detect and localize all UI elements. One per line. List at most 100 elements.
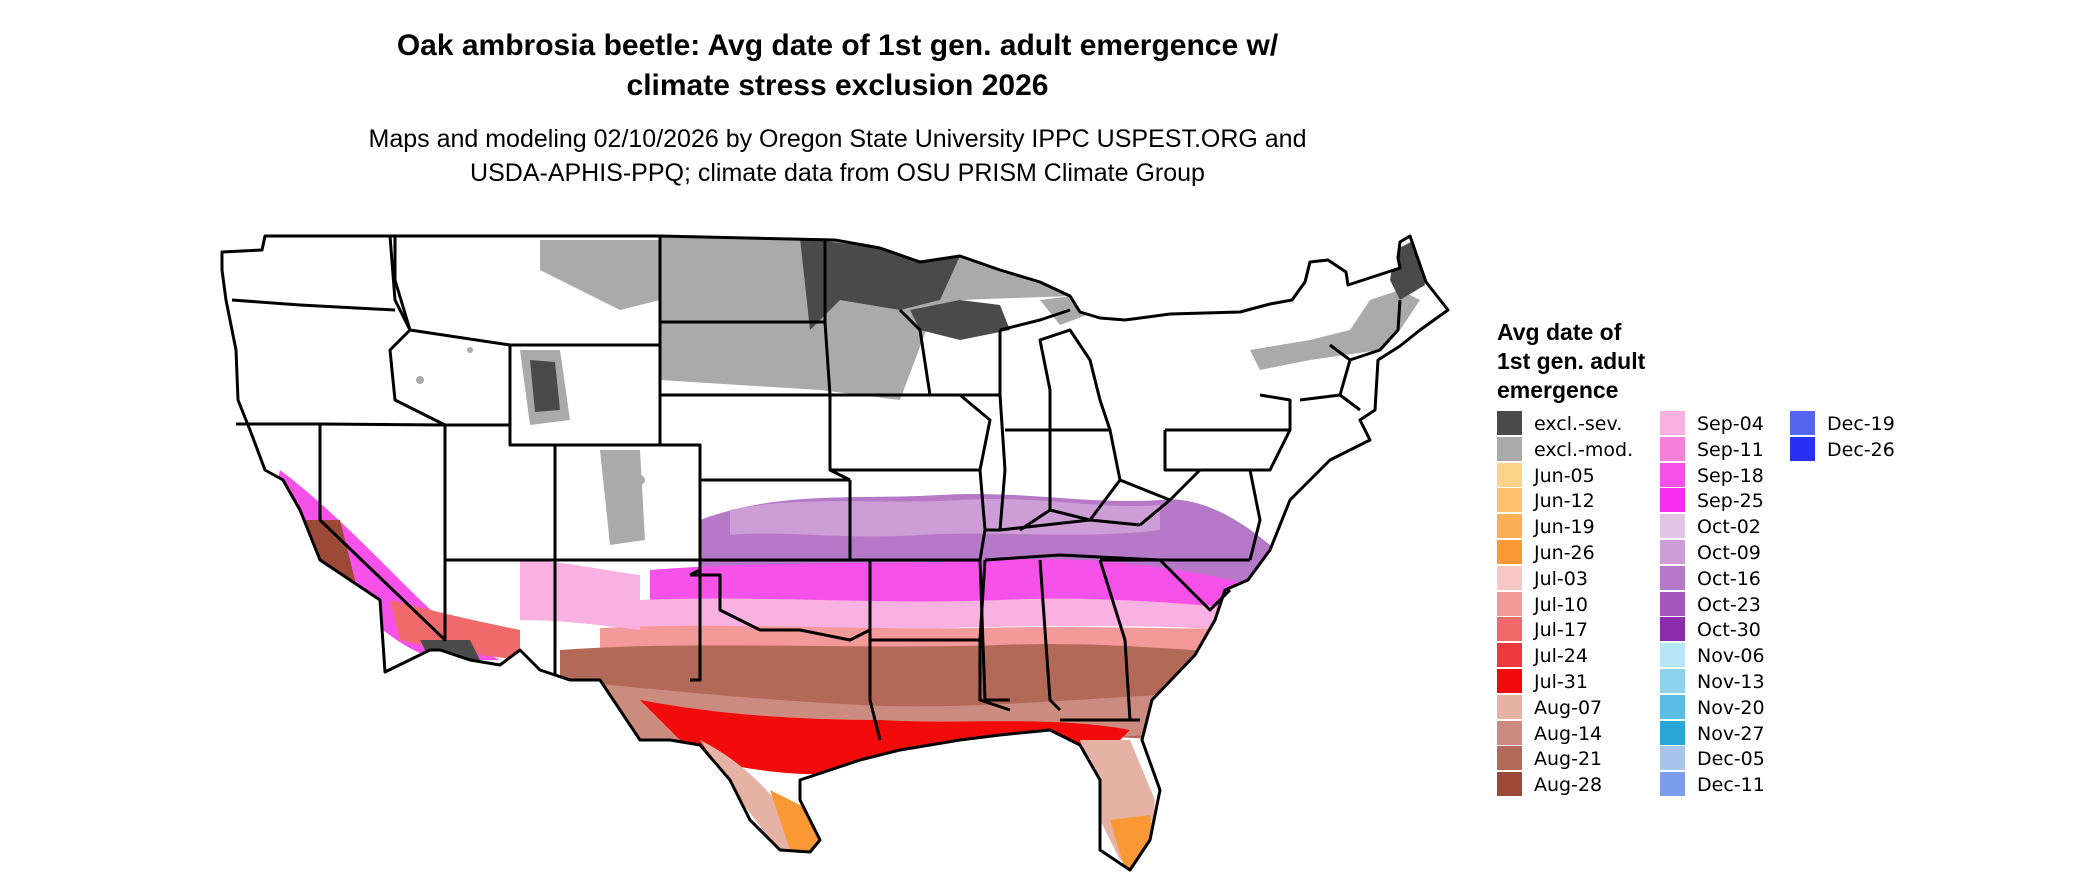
legend-label: Jun-19 — [1534, 516, 1595, 539]
border-mn — [823, 240, 932, 397]
map-subtitle: Maps and modeling 02/10/2026 by Oregon S… — [300, 122, 1375, 190]
excl-wisconsin — [910, 300, 1010, 340]
legend-label: Dec-05 — [1697, 748, 1765, 771]
legend-label: Oct-02 — [1697, 516, 1761, 539]
legend-label: Jul-24 — [1534, 645, 1588, 668]
border-nd-sd-ne-ks-ok — [658, 236, 852, 577]
legend-label: Jun-12 — [1534, 490, 1595, 513]
excl-minnesota — [800, 238, 960, 330]
legend-label: Aug-07 — [1534, 696, 1603, 719]
legend-label: Nov-13 — [1697, 671, 1765, 693]
legend-label: Oct-23 — [1697, 593, 1761, 616]
legend-swatch — [1790, 436, 1815, 461]
legend-label: Oct-16 — [1697, 567, 1761, 590]
legend-swatch — [1660, 746, 1685, 771]
legend-swatch — [1497, 643, 1522, 668]
legend-swatch — [1497, 720, 1522, 745]
map-title: Oak ambrosia beetle: Avg date of 1st gen… — [300, 26, 1375, 106]
legend-swatch — [1660, 488, 1685, 513]
border-nm-tx — [690, 560, 702, 682]
legend-swatch — [1497, 436, 1522, 461]
legend-swatch — [1497, 462, 1522, 487]
band-west-south — [275, 470, 500, 660]
legend-label: Jun-05 — [1534, 464, 1595, 487]
legend-label: Nov-27 — [1697, 722, 1765, 745]
legend-label: Sep-18 — [1697, 464, 1764, 487]
legend-swatch — [1660, 591, 1685, 616]
legend-swatch — [1660, 720, 1685, 745]
legend-swatch — [1497, 669, 1522, 693]
legend-label: Oct-09 — [1697, 542, 1761, 564]
band-jun-texas — [770, 790, 825, 852]
legend-swatch — [1660, 617, 1685, 642]
legend-swatch — [1660, 694, 1685, 719]
border-la — [868, 640, 1011, 741]
legend-swatch — [1497, 591, 1522, 616]
legend-swatch — [1660, 436, 1685, 461]
us-outline — [220, 234, 1450, 872]
legend-swatch — [1497, 488, 1522, 513]
legend-label: Nov-20 — [1697, 696, 1765, 719]
border-nm — [553, 560, 571, 682]
excl-wyoming-dark — [530, 360, 560, 412]
excl-montana-west — [540, 240, 660, 310]
legend-label: Aug-14 — [1534, 722, 1603, 745]
legend-swatch — [1497, 565, 1522, 590]
legend-swatch — [1497, 411, 1522, 435]
excl-colorado — [600, 450, 645, 545]
border-mi — [999, 308, 1112, 431]
legend-label: Aug-21 — [1534, 748, 1603, 771]
border-pa-ny — [1163, 393, 1292, 472]
border-mt — [393, 236, 660, 347]
map-title-line1: Oak ambrosia beetle: Avg date of 1st gen… — [396, 29, 1279, 62]
border-ok-tx — [690, 560, 872, 642]
legend-label: Jul-17 — [1534, 619, 1588, 642]
legend-label: Dec-11 — [1697, 774, 1765, 797]
excl-spot — [467, 347, 473, 353]
legend-label: Sep-11 — [1697, 438, 1764, 461]
band-nmex-pink — [520, 560, 640, 630]
legend-label: Sep-04 — [1697, 413, 1764, 435]
excl-spot — [416, 376, 424, 384]
band-oct-light — [730, 498, 1160, 537]
us-map — [220, 234, 1450, 872]
legend-label: Dec-26 — [1827, 438, 1895, 461]
legend-label: Sep-25 — [1697, 490, 1764, 513]
legend-title: Avg date of 1st gen. adult emergence — [1497, 318, 1737, 405]
map-subtitle-line2: USDA-APHIS-PPQ; climate data from OSU PR… — [470, 159, 1205, 187]
border-new-england — [1299, 299, 1402, 412]
legend-label: excl.-mod. — [1534, 438, 1634, 461]
legend-title-line1: Avg date of — [1497, 319, 1622, 345]
band-sep-light — [640, 598, 1260, 630]
legend-title-line2: 1st gen. adult — [1497, 348, 1646, 374]
legend-label: Jun-26 — [1534, 542, 1595, 564]
legend-label: Oct-30 — [1697, 619, 1761, 642]
legend-swatch — [1660, 411, 1685, 435]
legend-swatch — [1497, 514, 1522, 539]
legend-swatch — [1660, 462, 1685, 487]
cities-dots — [416, 347, 645, 485]
legend-swatch — [1497, 772, 1522, 797]
legend-label: excl.-sev. — [1534, 413, 1623, 435]
state-borders — [220, 234, 1450, 872]
excl-spot — [635, 475, 645, 485]
legend-swatch — [1497, 540, 1522, 564]
legend-swatch — [1660, 669, 1685, 693]
legend-swatch — [1790, 411, 1815, 435]
legend-title-line3: emergence — [1497, 377, 1619, 403]
map-subtitle-line1: Maps and modeling 02/10/2026 by Oregon S… — [368, 125, 1307, 153]
excl-north-plains — [660, 236, 1070, 400]
border-sc-nc — [1100, 558, 1250, 612]
legend-label: Nov-06 — [1697, 645, 1765, 668]
border-wa-or — [231, 298, 396, 312]
legend-swatch — [1497, 617, 1522, 642]
legend-swatch — [1660, 643, 1685, 668]
map-title-line2: climate stress exclusion 2026 — [626, 69, 1049, 102]
legend-swatch — [1660, 540, 1685, 564]
legend-swatch — [1660, 514, 1685, 539]
border-ms-al-ga — [978, 559, 1140, 722]
legend-swatch — [1497, 694, 1522, 719]
legend-swatch — [1660, 772, 1685, 797]
legend-label: Dec-19 — [1827, 413, 1895, 435]
legend-label: Jul-31 — [1534, 671, 1588, 693]
